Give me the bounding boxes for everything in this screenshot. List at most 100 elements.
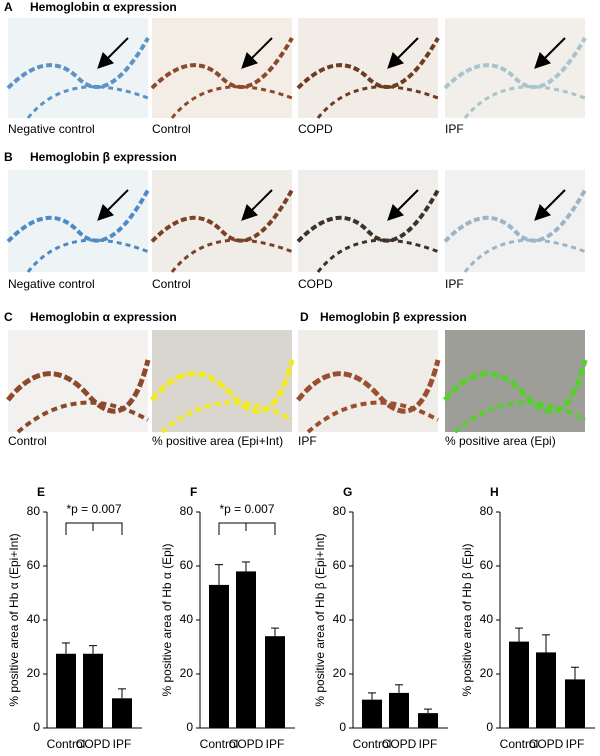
tissue — [6, 189, 150, 243]
panel-letter: E — [37, 485, 45, 499]
tissue — [443, 189, 587, 243]
micrograph — [152, 330, 292, 432]
tissue — [16, 400, 149, 434]
y-tick-label: 20 — [333, 666, 347, 680]
panel-title: Hemoglobin α expression — [30, 310, 177, 324]
panel-title: Hemoglobin α expression — [30, 0, 177, 14]
arrow — [97, 37, 129, 69]
y-tick-label: 60 — [333, 558, 347, 572]
y-tick-label: 40 — [480, 612, 494, 626]
tissue — [26, 85, 149, 119]
panel-letter: A — [4, 0, 13, 14]
arrow — [534, 189, 566, 221]
x-tick-label: COPD — [529, 737, 564, 751]
tissue — [6, 359, 151, 414]
tissue — [316, 85, 439, 119]
tissue — [306, 400, 439, 434]
x-tick-label: IPF — [566, 737, 585, 751]
y-axis-label: % positive area of Hb α (Epi+Int) — [7, 533, 21, 706]
tissue — [150, 37, 294, 90]
y-tick-label: 0 — [486, 720, 493, 734]
tissue — [26, 238, 149, 273]
y-tick-label: 40 — [180, 612, 194, 626]
bar — [418, 713, 438, 728]
panel-letter: C — [4, 310, 13, 324]
caption: Negative control — [8, 277, 95, 291]
tissue — [160, 400, 293, 434]
y-axis-label: % positive area of Hb α (Epi) — [160, 543, 174, 696]
arrow — [534, 37, 566, 69]
y-tick-label: 60 — [480, 558, 494, 572]
micrograph — [445, 330, 585, 432]
arrow — [97, 189, 129, 221]
caption: Control — [152, 277, 191, 291]
x-tick-label: Control — [200, 737, 239, 751]
y-tick-label: 40 — [333, 612, 347, 626]
panel-letter: B — [4, 150, 13, 164]
bar — [236, 571, 256, 728]
tissue — [296, 359, 441, 414]
y-tick-label: 60 — [180, 558, 194, 572]
tissue — [443, 359, 588, 414]
caption: IPF — [298, 434, 317, 448]
caption: Negative control — [8, 122, 95, 136]
caption: IPF — [445, 122, 464, 136]
y-tick-label: 0 — [186, 720, 193, 734]
caption: COPD — [298, 277, 333, 291]
panel-letter: H — [490, 485, 499, 499]
panel-title: Hemoglobin β expression — [30, 150, 177, 164]
y-tick-label: 20 — [180, 666, 194, 680]
tissue — [453, 400, 586, 434]
tissue — [6, 37, 150, 90]
tissue — [150, 189, 294, 243]
bar — [565, 679, 585, 728]
tissue — [170, 85, 293, 119]
bar — [509, 641, 529, 728]
tissue — [296, 189, 440, 243]
panel-letter: F — [190, 485, 197, 499]
arrow — [387, 189, 419, 221]
y-tick-label: 80 — [333, 504, 347, 518]
caption: % positive area (Epi+Int) — [152, 434, 283, 448]
caption: Control — [152, 122, 191, 136]
tissue — [443, 37, 587, 90]
tissue — [463, 85, 586, 119]
micrograph — [8, 330, 148, 432]
bar — [536, 652, 556, 728]
x-tick-label: Control — [500, 737, 539, 751]
bar — [389, 692, 409, 728]
bar — [265, 636, 285, 728]
tissue — [316, 238, 439, 273]
arrow — [241, 37, 273, 69]
panel-letter: G — [343, 485, 352, 499]
significance-bracket — [218, 522, 276, 535]
x-tick-label: IPF — [113, 737, 132, 751]
significance-bracket — [65, 522, 123, 535]
caption: Control — [8, 434, 47, 448]
x-tick-label: IPF — [266, 737, 285, 751]
bar — [56, 653, 76, 728]
bar — [209, 584, 229, 728]
significance-label: *p = 0.007 — [66, 502, 121, 516]
bar — [83, 653, 103, 728]
tissue — [463, 238, 586, 273]
arrow — [387, 37, 419, 69]
y-axis-label: % positive area of Hb β (Epi) — [460, 544, 474, 697]
micrograph — [298, 330, 438, 432]
y-tick-label: 20 — [27, 666, 41, 680]
tissue — [170, 238, 293, 273]
panel-title: Hemoglobin β expression — [320, 310, 467, 324]
caption: % positive area (Epi) — [445, 434, 556, 448]
y-tick-label: 80 — [180, 504, 194, 518]
x-tick-label: COPD — [229, 737, 264, 751]
y-tick-label: 40 — [27, 612, 41, 626]
caption: IPF — [445, 277, 464, 291]
x-tick-label: COPD — [382, 737, 417, 751]
y-tick-label: 0 — [339, 720, 346, 734]
x-tick-label: IPF — [419, 737, 438, 751]
tissue — [150, 359, 295, 414]
x-tick-label: Control — [353, 737, 392, 751]
arrow — [241, 189, 273, 221]
y-tick-label: 20 — [480, 666, 494, 680]
x-tick-label: Control — [47, 737, 86, 751]
